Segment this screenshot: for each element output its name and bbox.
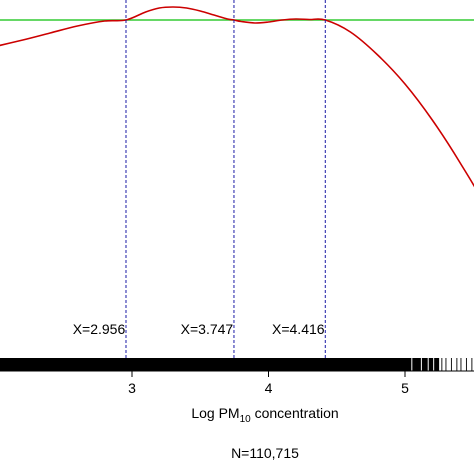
x-tick-label-3: 3 [128, 380, 136, 396]
effect-curve [0, 6, 474, 188]
x-axis-title-suffix: concentration [251, 405, 339, 421]
x-tick-label-5: 5 [401, 380, 409, 396]
vertical-reference-lines [125, 0, 326, 371]
x-axis: 3 4 5 [0, 370, 474, 396]
sample-size-note: N=110,715 [231, 445, 299, 461]
rug-plot [0, 358, 473, 371]
x-axis-title-subscript: 10 [240, 414, 252, 425]
vertical-line-label-1: X=2.956 [73, 321, 126, 337]
vertical-line-label-3: X=4.416 [272, 321, 325, 337]
x-axis-title: Log PM10 concentration [191, 405, 338, 425]
rug-dense-band [0, 358, 440, 371]
vertical-line-label-2: X=3.747 [181, 321, 234, 337]
vertical-line-labels: X=2.956 X=3.747 X=4.416 [73, 321, 325, 337]
x-ticks: 3 4 5 [128, 371, 409, 396]
plot-area [0, 6, 474, 188]
x-tick-label-4: 4 [265, 380, 273, 396]
x-axis-title-prefix: Log PM [191, 405, 239, 421]
